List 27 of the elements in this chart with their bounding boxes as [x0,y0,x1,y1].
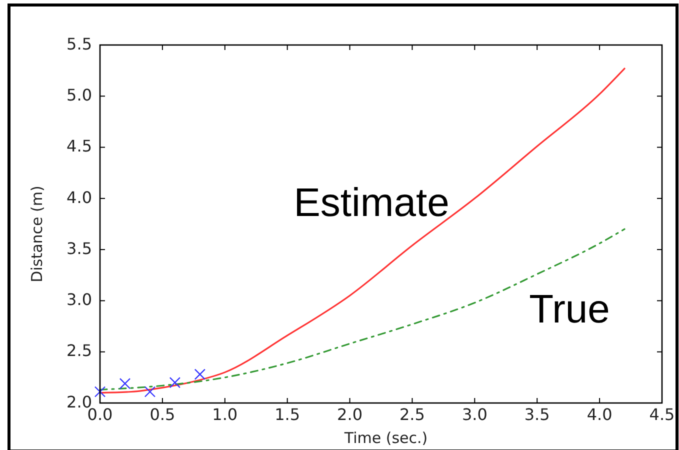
y-tick-label: 4.0 [66,188,92,207]
point [144,386,156,398]
x-tick-label: 0.5 [150,405,176,424]
series-label: Estimate [294,181,450,226]
y-tick-label: 5.0 [66,86,92,105]
x-tick-label: 2.0 [337,405,363,424]
point [94,386,106,398]
x-axis-title: Time (sec.) [343,429,428,447]
point [119,378,131,390]
y-axis-title: Distance (m) [28,186,46,282]
y-tick-label: 2.5 [66,341,92,360]
y-tick-label: 4.5 [66,136,92,156]
y-tick-label: 3.0 [66,290,92,310]
line-series [99,68,626,394]
x-tick-label: 4.5 [649,405,675,424]
y-tick-label: 5.5 [66,34,92,54]
point [194,368,206,380]
series-label: True [529,288,610,332]
x-tick-label: 3.0 [462,405,488,424]
x-tick-label: 3.5 [524,405,550,424]
x-tick-label: 4.0 [586,405,612,424]
x-tick-label: 1.0 [212,405,238,424]
y-tick-label: 3.5 [66,238,92,258]
point [169,376,181,388]
line-series [99,228,626,391]
x-tick-label: 2.5 [399,405,425,424]
x-tick-label: 1.5 [274,405,300,424]
